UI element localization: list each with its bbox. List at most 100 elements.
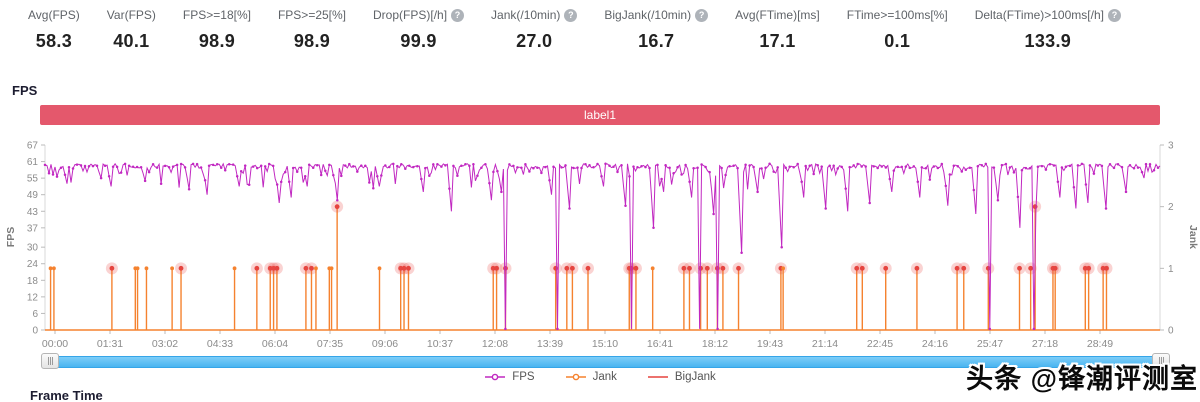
- right-axis-tick: 2: [1168, 202, 1174, 213]
- frame-time-section-title: Frame Time: [30, 388, 103, 402]
- legend-label: FPS: [512, 371, 535, 383]
- bigjank-marker: [633, 265, 639, 271]
- fps-line: [44, 162, 1161, 329]
- metric-8: FTime>=100ms[%] 0.1: [847, 8, 948, 52]
- jank-marker: [377, 266, 382, 271]
- bigjank-marker: [1017, 265, 1022, 271]
- left-axis-tick: 37: [27, 223, 39, 234]
- fps-jank-chart[interactable]: 67 61 55 49 43 37 30 24 18 12 6 0 3 2 1 0 FPS Jank 00:00 01…: [0, 132, 1200, 356]
- help-icon[interactable]: ?: [1107, 8, 1121, 22]
- left-axis-tick: 43: [27, 207, 39, 218]
- metric-0: Avg(FPS) 58.3: [28, 8, 80, 52]
- x-axis-tick: 28:49: [1087, 338, 1113, 350]
- bigjank-marker: [254, 265, 260, 271]
- metric-label: Var(FPS): [106, 8, 156, 22]
- bigjank-marker: [1032, 204, 1038, 210]
- bigjank-marker: [854, 265, 860, 271]
- bigjank-marker: [883, 265, 889, 271]
- left-axis-tick: 67: [27, 141, 39, 152]
- bigjank-marker: [1082, 265, 1088, 271]
- metrics-row: Avg(FPS) 58.3 Var(FPS) 40.1 FPS>=18[%] 98.9 FP…: [28, 8, 1121, 52]
- x-axis-tick: 15:10: [592, 338, 618, 350]
- bigjank-marker: [681, 265, 687, 271]
- bigjank-marker: [178, 265, 184, 271]
- metric-value: 98.9: [198, 31, 236, 51]
- bigjank-marker: [274, 265, 280, 271]
- legend-label: BigJank: [674, 371, 716, 383]
- bigjank-marker: [303, 265, 309, 271]
- bigjank-marker: [564, 265, 570, 271]
- left-axis-tick: 30: [27, 243, 39, 254]
- legend-item-jank[interactable]: Jank: [565, 371, 617, 383]
- x-axis-tick: 01:31: [97, 338, 123, 350]
- metric-6: BigJank(/10min)? 16.7: [604, 8, 709, 52]
- x-axis-tick: 16:41: [647, 338, 673, 350]
- right-axis-tick: 1: [1168, 264, 1174, 275]
- x-axis-tick: 04:33: [207, 338, 233, 350]
- help-icon[interactable]: ?: [451, 8, 465, 22]
- bigjank-marker: [309, 265, 314, 271]
- right-axis-tick: 0: [1168, 326, 1174, 337]
- jank-marker: [144, 266, 149, 271]
- bigjank-marker: [109, 265, 115, 271]
- bigjank-marker: [687, 265, 692, 271]
- metric-value: 98.9: [293, 31, 331, 51]
- x-axis-tick: 24:16: [922, 338, 948, 350]
- bigjank-legend-icon: [647, 376, 668, 378]
- legend-item-fps[interactable]: FPS: [484, 371, 535, 383]
- x-axis-tick: 21:14: [812, 338, 838, 350]
- bigjank-marker: [271, 265, 276, 271]
- bigjank-marker: [585, 265, 591, 271]
- bigjank-marker: [1100, 265, 1106, 271]
- x-axis-tick: 10:37: [427, 338, 453, 350]
- bigjank-marker: [954, 265, 960, 271]
- bigjank-marker: [553, 265, 559, 271]
- bigjank-marker: [398, 265, 404, 271]
- jank-marker: [329, 266, 334, 271]
- legend-item-bigjank[interactable]: BigJank: [647, 371, 716, 383]
- bigjank-marker: [961, 265, 967, 271]
- left-axis-label: FPS: [5, 227, 17, 247]
- metric-1: Var(FPS) 40.1: [107, 8, 156, 52]
- left-axis-tick: 18: [27, 276, 39, 287]
- metric-value: 17.1: [759, 31, 796, 51]
- help-icon[interactable]: ?: [695, 8, 709, 22]
- jank-marker: [135, 266, 140, 271]
- metric-7: Avg(FTime)[ms] 17.1: [735, 8, 820, 52]
- fps-legend-icon: [485, 373, 506, 381]
- metric-value: 133.9: [1024, 31, 1072, 51]
- x-axis-tick: 13:39: [537, 338, 563, 350]
- x-axis-tick: 06:04: [262, 338, 288, 350]
- left-axis-tick: 49: [27, 190, 39, 201]
- jank-marker: [48, 266, 53, 271]
- bigjank-marker: [1028, 265, 1034, 271]
- bigjank-marker: [985, 265, 991, 271]
- left-axis-tick: 6: [32, 309, 38, 320]
- metric-label: FTime>=100ms[%]: [846, 8, 948, 22]
- bigjank-marker: [720, 265, 726, 271]
- bigjank-marker: [503, 265, 508, 271]
- metric-label: Avg(FPS): [28, 8, 80, 22]
- bigjank-marker: [267, 265, 273, 271]
- jank-marker: [52, 266, 56, 271]
- metric-value: 58.3: [35, 31, 73, 51]
- fps-section-title: FPS: [12, 83, 38, 98]
- scrollbar-left-handle[interactable]: [41, 353, 59, 369]
- scrollbar-right-handle[interactable]: [1152, 353, 1170, 369]
- x-axis-tick: 18:12: [702, 338, 728, 350]
- metric-label: FPS>=18[%]: [182, 8, 251, 22]
- left-axis-tick: 61: [27, 157, 39, 168]
- bigjank-marker: [1104, 265, 1109, 271]
- banner-label: label1: [583, 108, 617, 122]
- help-icon[interactable]: ?: [564, 8, 578, 22]
- metric-4: Drop(FPS)[/h]? 99.9: [373, 8, 465, 52]
- left-axis-tick: 24: [27, 259, 39, 270]
- metric-value: 27.0: [516, 31, 553, 51]
- chart-legend: FPS Jank BigJank: [0, 371, 1200, 383]
- bigjank-marker: [334, 204, 340, 210]
- metric-label: Delta(FTime)>100ms[/h]?: [975, 8, 1121, 22]
- metric-label: Avg(FTime)[ms]: [735, 8, 820, 22]
- bigjank-marker: [914, 265, 920, 271]
- x-axis-tick: 03:02: [152, 338, 178, 350]
